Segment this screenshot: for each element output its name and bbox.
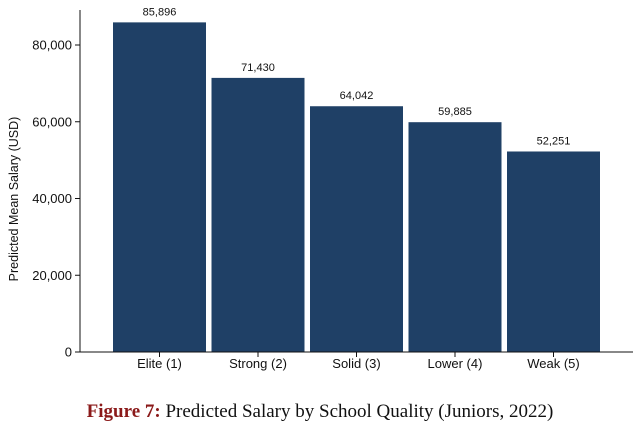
- x-tick-label: Weak (5): [527, 356, 580, 371]
- caption-label: Figure 7:: [86, 401, 161, 422]
- bar: [211, 77, 305, 352]
- x-tick-label: Elite (1): [137, 356, 182, 371]
- figure-caption: Figure 7: Predicted Salary by School Qua…: [0, 401, 640, 423]
- plot-area: 0 20,000 40,000 60,000 80,000 Elite (1) Strong…: [32, 6, 633, 371]
- y-tick-label: 20,000: [32, 268, 72, 283]
- y-tick-label: 0: [65, 345, 72, 360]
- bar: [113, 22, 206, 353]
- bar: [507, 151, 600, 352]
- bar-value-label: 52,251: [537, 135, 571, 147]
- x-tick-label: Lower (4): [428, 356, 483, 371]
- bar-value-label: 85,896: [143, 6, 177, 18]
- bar-value-label: 71,430: [241, 62, 275, 74]
- bar: [408, 122, 502, 352]
- y-tick-label: 60,000: [32, 114, 72, 129]
- x-tick-label: Solid (3): [332, 356, 380, 371]
- caption-text: Predicted Salary by School Quality (Juni…: [165, 401, 554, 422]
- y-tick-label: 40,000: [32, 191, 72, 206]
- bar: [310, 106, 403, 352]
- bar-value-label: 64,042: [340, 90, 374, 102]
- x-tick-label: Strong (2): [229, 356, 287, 371]
- salary-bar-chart: 0 20,000 40,000 60,000 80,000 Elite (1) Strong…: [7, 6, 633, 371]
- y-tick-label: 80,000: [32, 38, 72, 53]
- bar-value-label: 59,885: [438, 106, 472, 118]
- y-axis-title: Predicted Mean Salary (USD): [7, 117, 21, 282]
